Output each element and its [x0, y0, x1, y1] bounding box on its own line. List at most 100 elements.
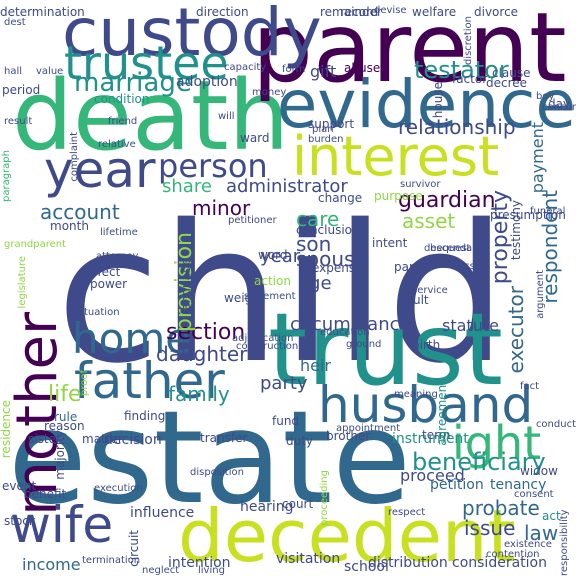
word-reason-99: reason: [44, 419, 85, 433]
word-legislature-152: legislature: [17, 256, 28, 309]
word-law-44: law: [524, 521, 559, 545]
word-record-67: record: [340, 5, 379, 19]
word-language-115: language: [179, 258, 193, 314]
word-effect-81: effect: [86, 265, 121, 279]
word-welfare-68: welfare: [412, 5, 457, 19]
word-neglect-160: neglect: [142, 565, 180, 576]
word-year-14: year: [44, 141, 156, 199]
word-lifetime-149: lifetime: [100, 227, 138, 238]
word-trust-2: trust: [268, 291, 504, 408]
word-proceed-58: proceed: [400, 466, 465, 485]
word-responsibility-161: responsibility: [559, 509, 570, 576]
word-adoption-63: adoption: [176, 74, 238, 90]
word-conduct-128: conduct: [535, 419, 576, 430]
word-value-132: value: [36, 66, 64, 77]
word-par-117: par: [394, 260, 414, 274]
word-proceeding-137: proceeding: [319, 470, 330, 526]
word-hall-131: hall: [4, 66, 23, 77]
word-will-134: will: [218, 111, 235, 122]
word-hearing-52: hearing: [240, 499, 294, 515]
word-divorce-69: divorce: [474, 5, 519, 19]
word-court-108: court: [282, 497, 314, 511]
word-probate-42: probate: [462, 496, 540, 520]
word-weight-103: weight: [224, 291, 265, 305]
word-home-12: home: [72, 314, 192, 363]
word-fact-168: fact: [520, 381, 540, 392]
word-ward-105: ward: [240, 131, 270, 145]
word-daughter-31: daughter: [156, 342, 248, 366]
word-decedent-6: decedent: [178, 494, 516, 576]
word-intent-80: intent: [372, 236, 408, 250]
word-beneficiary-19: beneficiary: [412, 448, 546, 476]
word-year-55: year: [260, 246, 301, 267]
word-money-113: money: [252, 87, 287, 98]
word-custody-5: custody: [62, 0, 322, 71]
word-period-74: period: [2, 83, 41, 97]
word-share-36: share: [162, 176, 212, 197]
word-condition-75: condition: [94, 92, 150, 106]
word-house-106: house: [431, 82, 445, 119]
word-husband-9: husband: [318, 376, 534, 434]
word-relationship-21: relationship: [398, 115, 516, 139]
word-trustee-15: trustee: [64, 36, 229, 90]
word-guardian-25: guardian: [398, 188, 496, 213]
word-transfer-100: transfer: [200, 431, 248, 445]
word-testimony-95: testimony: [509, 200, 523, 261]
word-person-17: person: [158, 147, 268, 185]
word-event-126: event: [2, 479, 37, 493]
word-circumstance-32: circumstance: [290, 314, 411, 335]
word-term-92: term: [422, 428, 451, 442]
word-instrument-59: instrument: [392, 431, 469, 447]
word-service-143: service: [412, 285, 448, 296]
word-stock-98: stock: [4, 514, 36, 528]
word-power-82: power: [90, 277, 128, 291]
word-grandparent-150: grandparent: [4, 239, 67, 250]
word-finding-86: finding: [124, 409, 166, 423]
word-execution-154: execution: [94, 483, 143, 494]
word-determination-64: determination: [0, 5, 85, 19]
word-factor-73: factor: [452, 72, 488, 86]
word-administrator-22: administrator: [226, 176, 348, 197]
word-executor-29: executor: [504, 286, 528, 374]
word-class-142: class: [450, 261, 475, 272]
word-death-3: death: [12, 60, 290, 172]
word-benefit-97: benefit: [24, 487, 67, 501]
word-school-48: school: [344, 559, 389, 575]
word-gift-53: gift: [310, 62, 337, 81]
word-relative-166: relative: [98, 139, 136, 150]
word-consideration-50: consideration: [452, 555, 547, 571]
word-word-101: word: [258, 248, 288, 262]
word-proof-127: proof: [79, 370, 90, 396]
word-funeral-145: funeral: [530, 206, 566, 217]
word-care-37: care: [296, 207, 340, 231]
word-income-45: income: [22, 555, 81, 574]
word-parent-4: parent: [252, 0, 567, 104]
word-argument-144: argument: [535, 270, 546, 319]
word-asset-26: asset: [402, 209, 456, 233]
word-child-0: child: [56, 184, 508, 405]
word-adjudication-156: adjudication: [232, 333, 294, 344]
word-minor-24: minor: [192, 196, 251, 220]
word-paragraph-151: paragraph: [1, 150, 12, 202]
word-capacity-111: capacity: [224, 62, 267, 73]
word-conclusion-79: conclusion: [296, 223, 360, 237]
word-birth-93: birth: [412, 338, 441, 352]
word-payment-54: payment: [528, 122, 547, 194]
word-section-30: section: [166, 320, 246, 345]
word-respect-138: respect: [388, 507, 426, 518]
word-devise-163: devise: [374, 5, 407, 16]
word-heir-57: heir: [300, 356, 332, 375]
word-complaint-133: complaint: [69, 132, 80, 182]
word-statement-155: statement: [244, 291, 296, 302]
word-father-11: father: [74, 352, 225, 410]
word-friend-129: friend: [108, 116, 138, 127]
word-appointment-122: appointment: [336, 423, 401, 434]
word-day-110: day: [548, 97, 571, 111]
word-issue-43: issue: [464, 516, 516, 540]
word-form-112: form: [282, 64, 306, 75]
word-expense-116: expense: [312, 261, 363, 275]
word-construction-157: construction: [236, 341, 299, 352]
word-tenancy-60: tenancy: [490, 477, 547, 493]
word-consent-140: consent: [514, 489, 554, 500]
